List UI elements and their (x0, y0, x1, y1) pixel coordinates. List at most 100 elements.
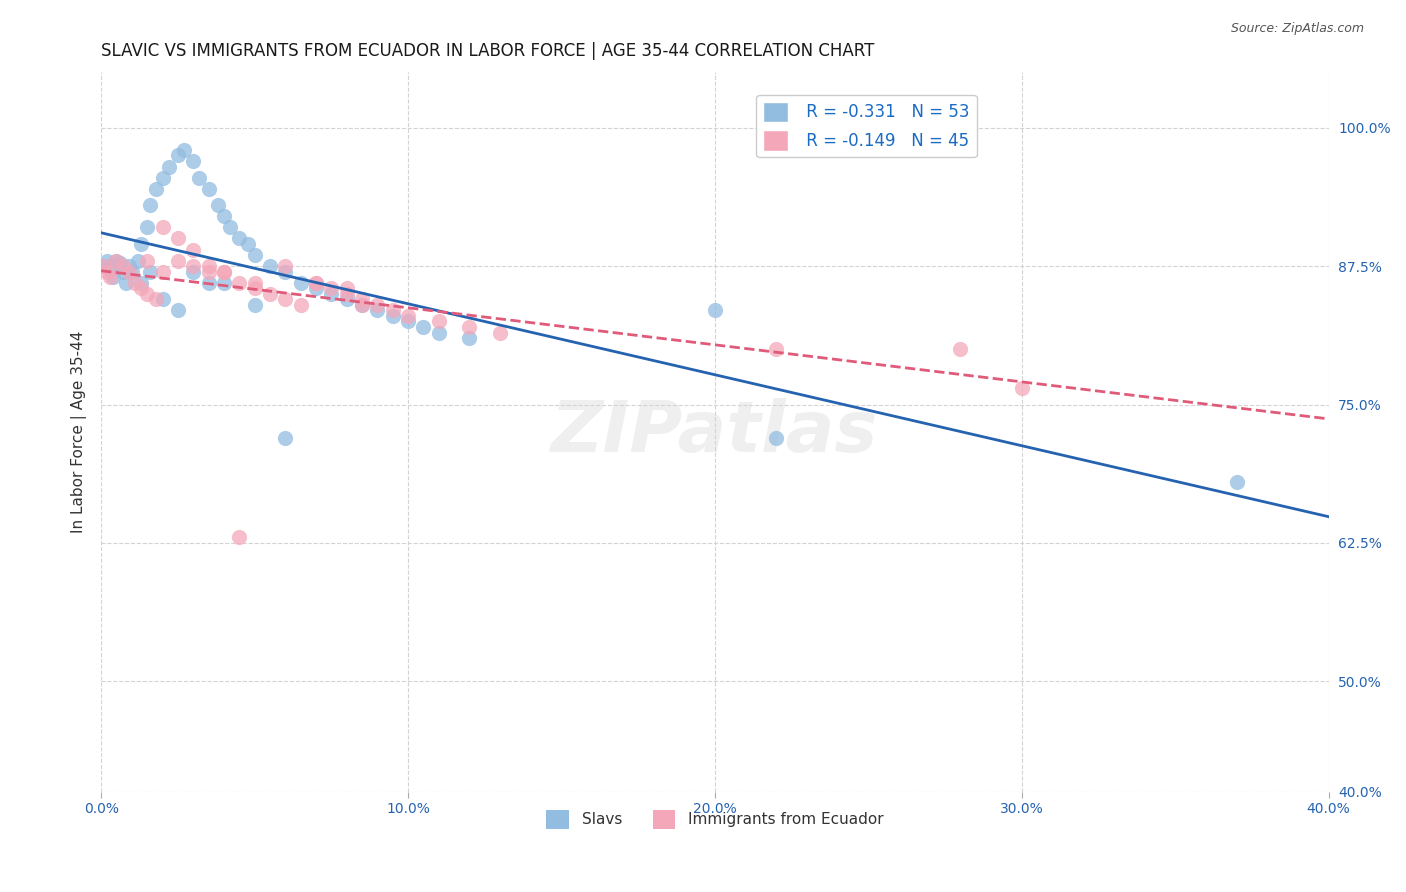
Point (350, 293, 373, 307)
Point (321, 281, 343, 295)
Point (212, 276, 235, 290)
Point (166, 253, 188, 268)
Point (111, 259, 134, 273)
Point (381, 303, 404, 318)
Point (274, 259, 297, 273)
Point (949, 342, 972, 356)
Point (197, 182, 219, 196)
Point (305, 276, 328, 290)
Point (118, 259, 141, 273)
Point (228, 231, 250, 245)
Point (188, 170, 211, 185)
Point (274, 293, 297, 307)
Point (129, 281, 152, 295)
Point (124, 276, 146, 290)
Y-axis label: In Labor Force | Age 35-44: In Labor Force | Age 35-44 (72, 331, 87, 533)
Point (350, 298, 373, 312)
Point (166, 148, 188, 162)
Point (136, 220, 159, 235)
Point (321, 286, 343, 301)
Point (458, 320, 481, 334)
Point (152, 293, 174, 307)
Point (212, 265, 235, 279)
Text: Source: ZipAtlas.com: Source: ZipAtlas.com (1230, 22, 1364, 36)
Point (181, 243, 204, 257)
Text: SLAVIC VS IMMIGRANTS FROM ECUADOR IN LABOR FORCE | AGE 35-44 CORRELATION CHART: SLAVIC VS IMMIGRANTS FROM ECUADOR IN LAB… (101, 42, 875, 60)
Point (93, 259, 115, 273)
Point (166, 231, 188, 245)
Point (145, 182, 167, 196)
Point (207, 198, 229, 212)
Point (458, 331, 481, 345)
Point (243, 281, 266, 295)
Point (305, 276, 328, 290)
Point (121, 265, 143, 279)
Point (396, 309, 419, 323)
Point (152, 265, 174, 279)
Point (136, 253, 159, 268)
Point (228, 530, 250, 544)
Point (93, 259, 115, 273)
Point (166, 303, 188, 318)
Point (366, 303, 388, 318)
Point (145, 293, 167, 307)
Point (212, 210, 235, 224)
Point (336, 293, 359, 307)
Point (103, 270, 125, 285)
Point (127, 253, 149, 268)
Point (197, 265, 219, 279)
Point (1011, 381, 1033, 395)
Point (197, 259, 219, 273)
Point (350, 298, 373, 312)
Point (427, 314, 450, 328)
Point (181, 259, 204, 273)
Point (98, 262, 121, 277)
Point (105, 253, 128, 268)
Point (243, 276, 266, 290)
Point (129, 237, 152, 252)
Point (1226, 475, 1249, 489)
Point (114, 276, 136, 290)
Point (108, 256, 131, 270)
Point (129, 276, 152, 290)
Point (152, 220, 174, 235)
Point (181, 265, 204, 279)
Point (290, 298, 312, 312)
Point (96, 265, 118, 279)
Point (228, 276, 250, 290)
Point (243, 248, 266, 262)
Point (238, 237, 260, 252)
Point (96, 253, 118, 268)
Point (259, 259, 281, 273)
Point (305, 281, 328, 295)
Point (336, 281, 359, 295)
Point (765, 431, 787, 445)
Point (243, 298, 266, 312)
Point (157, 160, 180, 174)
Point (219, 220, 242, 235)
Point (274, 265, 297, 279)
Point (139, 198, 162, 212)
Point (396, 314, 419, 328)
Point (111, 265, 134, 279)
Text: ZIPatlas: ZIPatlas (551, 398, 879, 467)
Point (274, 431, 297, 445)
Point (290, 276, 312, 290)
Point (152, 170, 174, 185)
Point (118, 265, 141, 279)
Point (336, 286, 359, 301)
Point (259, 286, 281, 301)
Point (136, 286, 159, 301)
Point (197, 276, 219, 290)
Point (98, 270, 121, 285)
Point (181, 153, 204, 168)
Point (489, 326, 512, 340)
Point (703, 303, 725, 318)
Point (381, 309, 404, 323)
Point (139, 265, 162, 279)
Point (212, 265, 235, 279)
Point (412, 320, 434, 334)
Point (173, 143, 195, 157)
Point (427, 326, 450, 340)
Point (105, 253, 128, 268)
